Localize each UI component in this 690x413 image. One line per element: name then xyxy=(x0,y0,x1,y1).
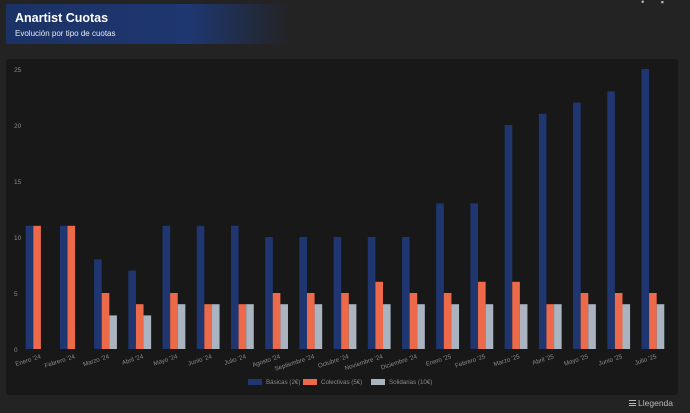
bar xyxy=(512,281,520,349)
x-tick-label: Mayo '24 xyxy=(153,353,179,368)
x-tick-label: Diciembre '24 xyxy=(380,353,418,371)
legend-label: Colectivas (5€) xyxy=(321,379,362,386)
bar xyxy=(59,225,68,349)
menu-dots-icon[interactable]: • xyxy=(641,0,645,7)
x-tick-label: Junio '24 xyxy=(187,353,213,367)
bar xyxy=(306,293,315,349)
bar xyxy=(135,304,144,349)
bar xyxy=(280,304,288,349)
x-tick-label: Junio '25 xyxy=(598,353,624,367)
bar xyxy=(25,225,34,349)
bar xyxy=(109,315,117,349)
bar xyxy=(580,293,589,349)
bar xyxy=(162,225,171,349)
bar xyxy=(519,304,528,349)
bar xyxy=(614,293,623,349)
bar xyxy=(443,293,452,349)
y-tick-label: 20 xyxy=(14,123,22,130)
x-tick-label: Abril '24 xyxy=(121,353,145,367)
x-tick-label: Febrero '24 xyxy=(44,353,77,370)
bar xyxy=(204,304,212,349)
bar xyxy=(573,102,581,349)
bar xyxy=(143,315,152,349)
bar xyxy=(299,237,307,349)
chart-panel: 0 5 10 15 20 25 Enero '24 Febrero '24 Marzo '24 A… xyxy=(6,59,678,395)
x-tick-label: Abril '25 xyxy=(532,353,556,367)
bar xyxy=(504,125,513,349)
bar xyxy=(485,304,494,349)
legend-toggle-button[interactable]: Llegenda xyxy=(629,398,673,408)
bar xyxy=(211,304,220,349)
window-controls: • ▪ xyxy=(627,0,664,7)
x-tick-label: Enero '24 xyxy=(15,353,43,368)
legend-swatch xyxy=(248,379,262,385)
bar xyxy=(641,69,650,349)
bar xyxy=(177,304,186,349)
close-icon[interactable]: ▪ xyxy=(660,0,664,7)
bar xyxy=(451,304,460,349)
bar xyxy=(333,237,342,349)
bar xyxy=(196,225,205,349)
x-tick-label: Marzo '25 xyxy=(493,353,521,368)
bar xyxy=(402,237,410,349)
bar xyxy=(272,293,281,349)
bar xyxy=(649,293,657,349)
x-tick-label: Julio '25 xyxy=(634,353,658,367)
x-tick-label: Febrero '25 xyxy=(454,353,487,370)
bar xyxy=(128,270,136,349)
bar xyxy=(470,203,479,349)
y-tick-label: 0 xyxy=(14,347,18,354)
bar xyxy=(436,203,444,349)
legend-swatch xyxy=(303,379,317,385)
legend-label: Básicas (2€) xyxy=(266,379,300,386)
bar xyxy=(230,225,239,349)
bar xyxy=(588,304,596,349)
bar xyxy=(101,293,110,349)
bar xyxy=(238,304,247,349)
bar xyxy=(33,225,41,349)
x-tick-label: Mayo '25 xyxy=(563,353,589,368)
hamburger-icon xyxy=(629,399,637,407)
bar xyxy=(367,237,376,349)
bar xyxy=(341,293,349,349)
x-tick-label: Noviembre '24 xyxy=(344,353,384,372)
bar xyxy=(417,304,425,349)
bar xyxy=(170,293,178,349)
bar xyxy=(607,91,615,350)
x-tick-label: Julio '24 xyxy=(223,353,247,367)
y-tick-label: 10 xyxy=(14,235,22,242)
x-tick-label: Marzo '24 xyxy=(82,353,110,368)
bar xyxy=(314,304,323,349)
bar xyxy=(94,259,102,349)
bar xyxy=(546,304,555,349)
bar xyxy=(246,304,254,349)
bar xyxy=(622,304,631,349)
bar xyxy=(554,304,562,349)
bar xyxy=(409,293,418,349)
page-subtitle: Evolución por tipo de cuotas xyxy=(15,29,116,38)
legend-label: Solidarias (10€) xyxy=(389,379,432,386)
y-tick-label: 25 xyxy=(14,67,22,74)
header-banner: Anartist Cuotas Evolución por tipo de cu… xyxy=(6,4,290,44)
page-title: Anartist Cuotas xyxy=(15,11,109,25)
bar xyxy=(265,237,273,349)
x-tick-label: Septiembre '24 xyxy=(274,353,316,373)
y-tick-label: 5 xyxy=(14,291,18,298)
y-tick-label: 15 xyxy=(14,179,22,186)
bar xyxy=(656,304,665,349)
bar xyxy=(348,304,357,349)
bar xyxy=(375,281,384,349)
bar xyxy=(538,113,547,349)
x-tick-label: Enero '25 xyxy=(425,353,453,368)
bar xyxy=(478,281,486,349)
legend-swatch xyxy=(371,379,385,385)
legend-toggle-label: Llegenda xyxy=(638,398,673,408)
chart: 0 5 10 15 20 25 Enero '24 Febrero '24 Marzo '24 A… xyxy=(14,67,665,386)
bar xyxy=(67,225,76,349)
bar xyxy=(383,304,391,349)
